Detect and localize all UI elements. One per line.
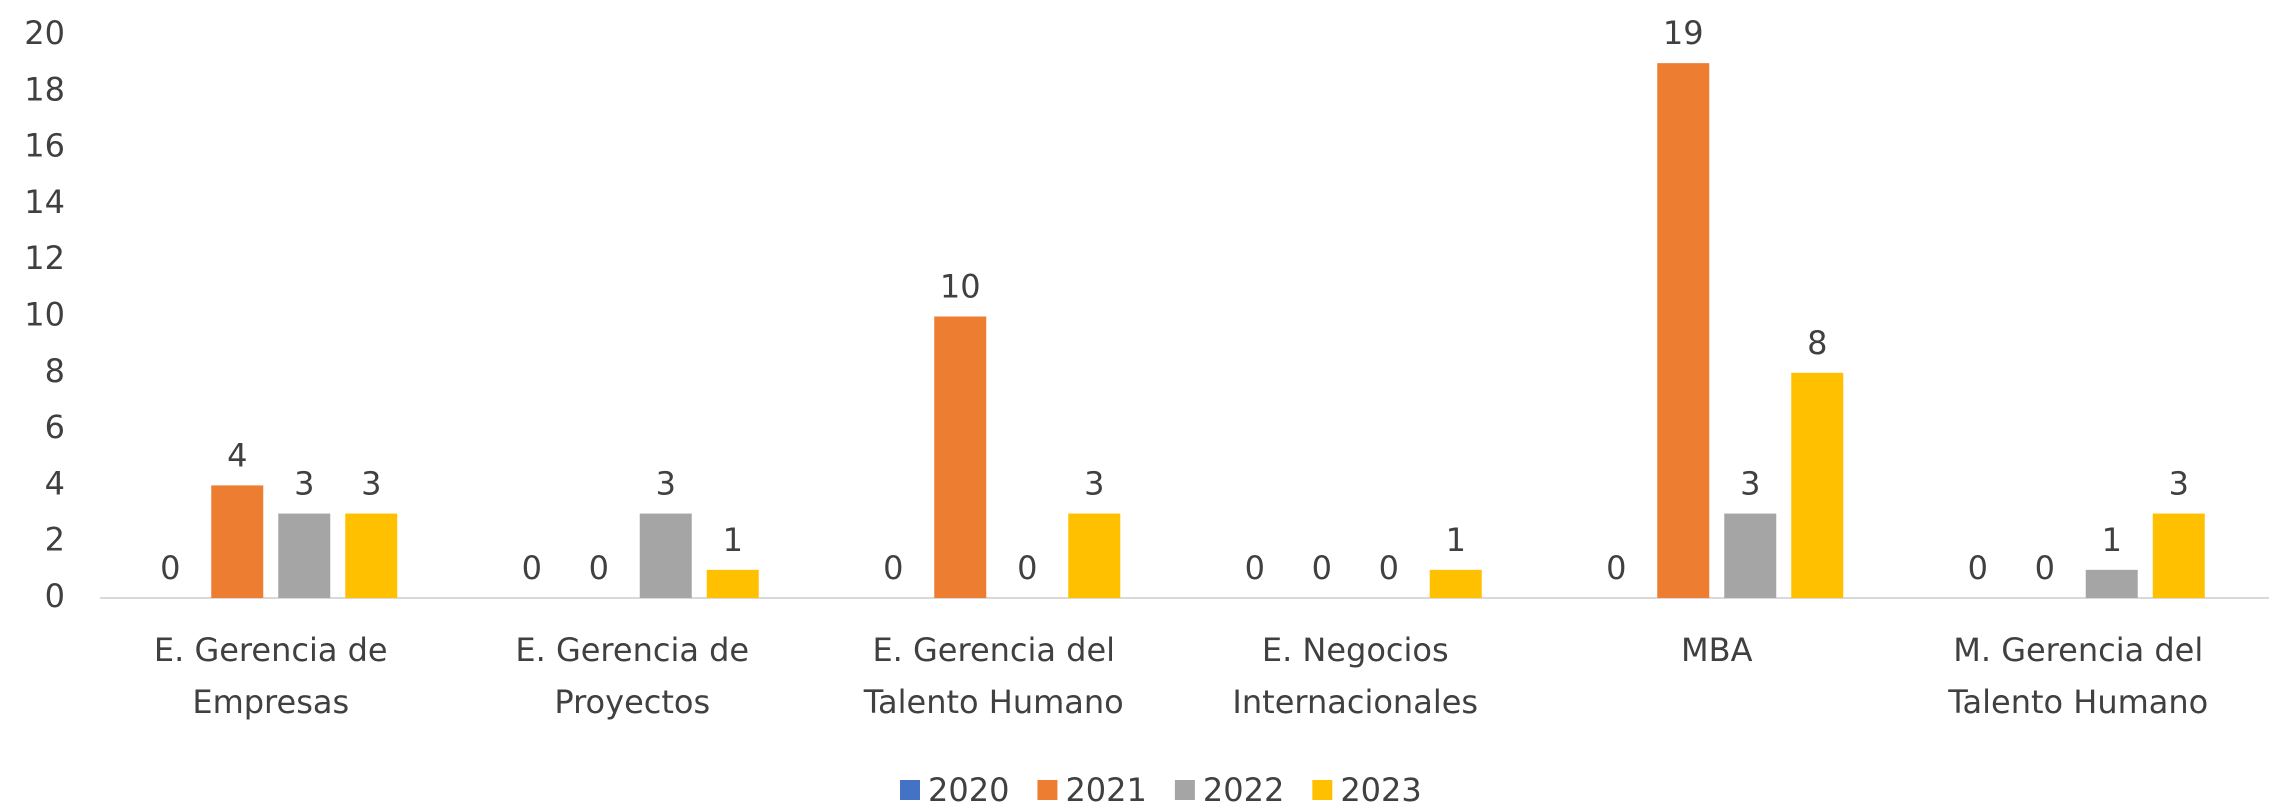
data-label: 3 <box>656 465 676 503</box>
data-label: 3 <box>2169 465 2189 503</box>
legend-swatch <box>900 780 920 800</box>
bar <box>1429 569 1482 598</box>
data-label: 0 <box>160 549 180 587</box>
y-tick-label: 2 <box>45 521 65 559</box>
x-tick-label: E. Negocios Internacionales <box>1232 631 1479 721</box>
legend-swatch <box>1037 780 1058 800</box>
bar <box>1724 513 1777 598</box>
bar <box>639 513 692 598</box>
x-tick-label: E. Gerencia de Empresas <box>153 631 388 721</box>
legend-swatch <box>1174 780 1195 800</box>
data-label: 1 <box>2102 521 2122 559</box>
legend-label: 2021 <box>1065 771 1146 805</box>
bar <box>2152 513 2205 598</box>
y-tick-label: 0 <box>45 577 65 615</box>
data-label: 3 <box>361 465 381 503</box>
data-label: 1 <box>1446 521 1466 559</box>
x-tick-label: MBA <box>1681 631 1753 669</box>
bar <box>1068 513 1121 598</box>
data-label: 0 <box>1968 549 1988 587</box>
data-label: 3 <box>1740 465 1760 503</box>
bar <box>345 513 398 598</box>
data-label: 1 <box>723 521 743 559</box>
data-label: 0 <box>2035 549 2055 587</box>
data-label: 0 <box>1379 549 1399 587</box>
data-label: 0 <box>1017 549 1037 587</box>
data-label: 0 <box>589 549 609 587</box>
y-tick-label: 6 <box>45 408 65 446</box>
data-label: 0 <box>1312 549 1332 587</box>
y-tick-label: 14 <box>24 183 65 221</box>
y-tick-label: 12 <box>24 239 65 277</box>
y-tick-label: 16 <box>24 127 65 165</box>
data-label: 4 <box>227 436 247 474</box>
x-tick-label: M. Gerencia del Talento Humano <box>1948 631 2209 721</box>
bar <box>934 316 987 598</box>
y-tick-label: 8 <box>45 352 65 390</box>
bar <box>278 513 331 598</box>
data-label: 0 <box>522 549 542 587</box>
legend-label: 2023 <box>1340 771 1421 805</box>
data-label: 19 <box>1663 14 1704 52</box>
y-tick-label: 4 <box>45 464 65 502</box>
y-tick-label: 10 <box>24 296 65 334</box>
legend-label: 2020 <box>928 771 1009 805</box>
data-label: 0 <box>1606 549 1626 587</box>
y-tick-label: 18 <box>24 70 65 108</box>
legend-swatch <box>1312 780 1333 800</box>
data-label: 8 <box>1807 324 1827 362</box>
bar <box>2085 569 2138 598</box>
x-tick-label: E. Gerencia del Talento Humano <box>863 631 1124 721</box>
data-label: 0 <box>883 549 903 587</box>
x-tick-label: E. Gerencia de Proyectos <box>515 631 750 721</box>
y-tick-label: 20 <box>24 14 65 52</box>
bar <box>706 569 759 598</box>
bar <box>211 485 264 598</box>
data-label: 3 <box>294 465 314 503</box>
data-label: 0 <box>1245 549 1265 587</box>
data-label: 10 <box>940 268 981 306</box>
legend-label: 2022 <box>1203 771 1284 805</box>
bar <box>1791 372 1844 598</box>
bar <box>1657 63 1710 598</box>
data-label: 3 <box>1084 465 1104 503</box>
